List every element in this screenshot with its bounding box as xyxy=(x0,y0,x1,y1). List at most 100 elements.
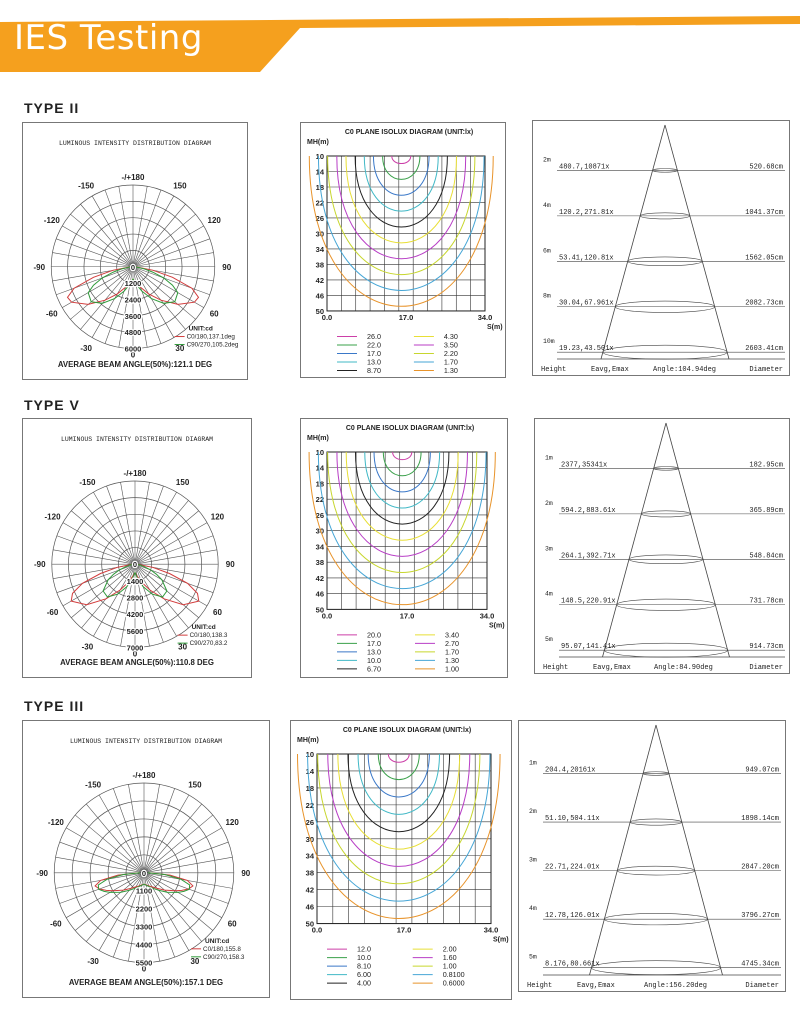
cone-diameter: 949.07cm xyxy=(745,767,779,775)
isolux-contour xyxy=(354,451,450,525)
polar-spoke xyxy=(134,522,208,565)
isolux-legend-value: 0.6000 xyxy=(443,979,465,988)
isolux-diagram-type-v: C0 PLANE ISOLUX DIAGRAM (UNIT:lx) MH(m) 10… xyxy=(300,418,508,678)
isolux-x-tick: 34.0 xyxy=(484,926,499,935)
isolux-y-tick: 34 xyxy=(316,245,325,254)
polar-unit: UNIT:cd xyxy=(189,326,213,333)
polar-spoke xyxy=(56,266,134,296)
polar-spoke xyxy=(134,485,164,565)
polar-spoke xyxy=(62,522,136,565)
beam-angle-label: AVERAGE BEAM ANGLE(50%):110.8 DEG xyxy=(60,658,214,667)
polar-spoke xyxy=(80,266,134,330)
isolux-contour xyxy=(307,753,491,902)
polar-spoke xyxy=(134,482,150,565)
isolux-y-tick: 46 xyxy=(316,291,324,300)
polar-angle-label: -120 xyxy=(44,216,61,225)
polar-spoke xyxy=(86,803,145,873)
isolux-contour xyxy=(382,155,421,180)
polar-angle-label: -120 xyxy=(45,513,62,522)
isolux-x-tick: 17.0 xyxy=(397,926,412,935)
isolux-legend-value: 1.00 xyxy=(445,664,459,673)
polar-spoke xyxy=(75,814,145,874)
cone-diameter: 365.89cm xyxy=(749,507,783,515)
polar-spoke xyxy=(132,266,204,308)
polar-title: LUMINOUS INTENSITY DISTRIBUTION DIAGRAM xyxy=(61,436,213,443)
beam-angle-label: AVERAGE BEAM ANGLE(50%):121.1 DEG xyxy=(58,360,212,369)
polar-spoke xyxy=(86,872,145,942)
cone-height: 4m xyxy=(545,591,553,598)
isolux-y-tick: 10 xyxy=(306,750,314,759)
isolux-legend-value: 12.0 xyxy=(357,945,371,954)
polar-spoke xyxy=(134,491,177,565)
isolux-contour xyxy=(327,753,471,867)
polar-diagram-type-iii: LUMINOUS INTENSITY DISTRIBUTION DIAGRAM -… xyxy=(22,720,270,998)
isolux-legend-value: 17.0 xyxy=(367,349,381,358)
polar-angle-label: 30 xyxy=(178,643,187,652)
isolux-diagram-type-iii: C0 PLANE ISOLUX DIAGRAM (UNIT:lx) MH(m) 10… xyxy=(290,720,512,1000)
isolux-y-tick: 42 xyxy=(316,574,324,583)
isolux-y-axis-label: MH(m) xyxy=(307,435,329,442)
polar-spoke xyxy=(132,195,175,267)
polar-ring-label: 2200 xyxy=(136,905,153,914)
isolux-y-tick: 42 xyxy=(306,886,314,895)
isolux-y-tick: 38 xyxy=(316,260,324,269)
polar-angle-label: -/+180 xyxy=(122,173,145,182)
isolux-contour xyxy=(337,753,461,850)
cone-ellipse xyxy=(652,168,678,173)
polar-spoke xyxy=(143,872,202,942)
polar-spoke xyxy=(52,252,134,268)
cone-diameter: 4745.34cm xyxy=(741,961,779,969)
polar-angle-label: -/+180 xyxy=(124,469,147,478)
polar-angle-label: -90 xyxy=(36,869,48,878)
isolux-x-tick: 0.0 xyxy=(312,926,322,935)
polar-ring-label: 1400 xyxy=(127,577,144,586)
polar-spoke xyxy=(106,485,136,565)
polar-spoke xyxy=(132,266,162,344)
isolux-y-tick: 14 xyxy=(306,767,315,776)
polar-angle-label: 0 xyxy=(142,965,147,974)
cone-eavg-emax: 30.04,67.961x xyxy=(559,300,614,308)
polar-spoke xyxy=(75,872,145,931)
polar-spoke xyxy=(118,186,134,267)
polar-spoke xyxy=(106,564,136,643)
isolux-contour xyxy=(387,753,410,763)
polar-legend-entry: C90/270,158.3 xyxy=(203,954,245,961)
polar-spoke xyxy=(81,564,136,629)
cone-footer-angle: Angle:104.94deg xyxy=(653,366,716,374)
polar-spoke xyxy=(132,186,148,267)
cone-height: 6m xyxy=(543,247,551,254)
isolux-contour xyxy=(317,451,487,590)
polar-spoke xyxy=(81,500,136,565)
polar-ring-label: 0 xyxy=(133,560,137,569)
isolux-legend-value: 10.0 xyxy=(367,656,381,665)
beam-angle-label: AVERAGE BEAM ANGLE(50%):157.1 DEG xyxy=(69,978,223,987)
isolux-x-tick: 17.0 xyxy=(400,611,415,620)
isolux-legend-value: 4.00 xyxy=(357,979,371,988)
polar-angle-label: 60 xyxy=(210,310,219,319)
isolux-contour xyxy=(372,155,430,196)
polar-legend-entry: C90/270,83.2 xyxy=(190,640,228,647)
isolux-contour xyxy=(354,155,448,228)
isolux-contour xyxy=(357,753,440,815)
polar-spoke xyxy=(132,238,210,268)
polar-spoke xyxy=(98,872,145,951)
cone-ellipse xyxy=(627,256,703,267)
polar-spoke xyxy=(91,266,134,338)
cone-eavg-emax: 8.176,80.661x xyxy=(545,961,600,969)
isolux-contour xyxy=(363,155,439,212)
isolux-contour xyxy=(327,451,478,573)
polar-ring-label: 0 xyxy=(142,869,146,878)
isolux-y-tick: 14 xyxy=(316,464,325,473)
polar-series-line xyxy=(102,563,168,598)
polar-spoke xyxy=(66,827,145,874)
isolux-contour xyxy=(308,155,494,307)
cone-height: 1m xyxy=(529,760,537,767)
polar-angle-label: -150 xyxy=(78,182,95,191)
polar-spoke xyxy=(118,266,134,348)
isolux-legend-value: 13.0 xyxy=(367,647,381,656)
isolux-y-tick: 50 xyxy=(316,307,324,316)
polar-series-line xyxy=(97,872,191,893)
polar-spoke xyxy=(132,213,196,267)
isolux-legend-value: 2.70 xyxy=(445,639,459,648)
cone-footer-values: Eavg,Emax xyxy=(593,664,631,672)
